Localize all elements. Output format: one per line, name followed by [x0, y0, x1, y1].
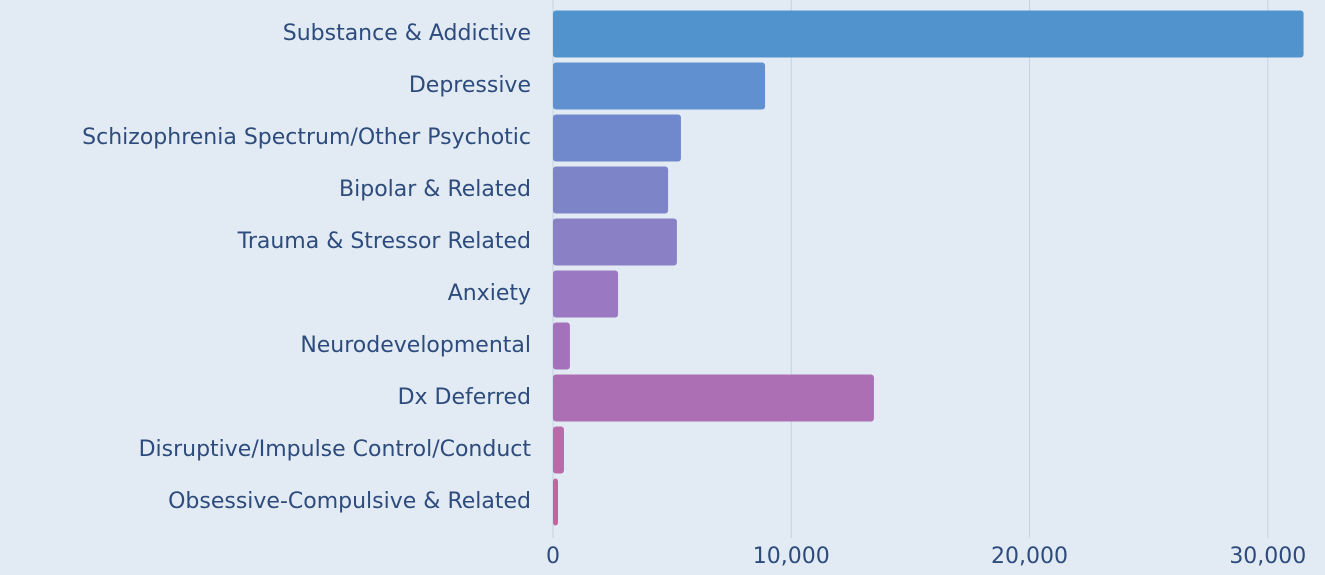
bar	[553, 62, 766, 110]
y-tick-label: Depressive	[409, 73, 531, 98]
bar	[553, 426, 564, 474]
x-tick-label: 20,000	[991, 544, 1068, 569]
bar	[553, 270, 619, 318]
y-tick-label: Trauma & Stressor Related	[237, 229, 531, 254]
y-tick-label: Neurodevelopmental	[300, 333, 531, 358]
bar	[553, 114, 681, 162]
y-tick-label: Bipolar & Related	[339, 177, 531, 202]
y-tick-label: Disruptive/Impulse Control/Conduct	[139, 437, 532, 462]
bar	[553, 166, 669, 214]
y-tick-label: Substance & Addictive	[283, 21, 531, 46]
bar	[553, 478, 559, 526]
x-tick-label: 30,000	[1229, 544, 1306, 569]
y-tick-label: Anxiety	[448, 281, 531, 306]
bar	[553, 218, 677, 266]
x-tick-label: 10,000	[753, 544, 830, 569]
y-tick-label: Schizophrenia Spectrum/Other Psychotic	[82, 125, 531, 150]
bar	[553, 322, 570, 370]
bar	[553, 10, 1304, 58]
y-tick-label: Obsessive-Compulsive & Related	[168, 489, 531, 514]
x-tick-label: 0	[546, 544, 560, 569]
y-tick-label: Dx Deferred	[398, 385, 531, 410]
bar	[553, 374, 874, 422]
